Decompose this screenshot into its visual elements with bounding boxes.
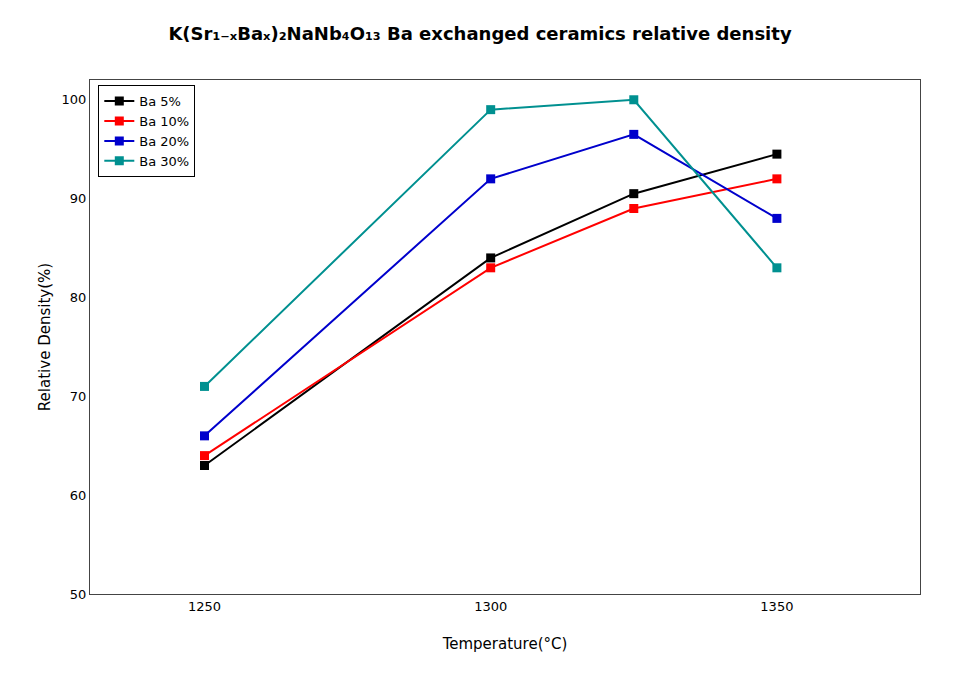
- svg-text:Ba 10%: Ba 10%: [139, 114, 189, 129]
- svg-text:80: 80: [70, 290, 87, 305]
- svg-text:K(Sr₁₋ₓBaₓ)₂NaNb₄O₁₃ Ba exchan: K(Sr₁₋ₓBaₓ)₂NaNb₄O₁₃ Ba exchanged cerami…: [168, 23, 792, 44]
- svg-text:Ba 30%: Ba 30%: [139, 154, 189, 169]
- svg-text:60: 60: [70, 488, 87, 503]
- svg-text:Ba 20%: Ba 20%: [139, 134, 189, 149]
- svg-text:100: 100: [62, 92, 87, 107]
- svg-text:1300: 1300: [474, 599, 507, 614]
- svg-text:1250: 1250: [188, 599, 221, 614]
- svg-text:Temperature(°C): Temperature(°C): [442, 635, 568, 653]
- svg-text:Relative Density(%): Relative Density(%): [36, 263, 54, 411]
- svg-text:1350: 1350: [760, 599, 793, 614]
- svg-text:90: 90: [70, 191, 87, 206]
- svg-text:50: 50: [70, 587, 87, 602]
- svg-text:Ba 5%: Ba 5%: [139, 94, 181, 109]
- svg-text:70: 70: [70, 389, 87, 404]
